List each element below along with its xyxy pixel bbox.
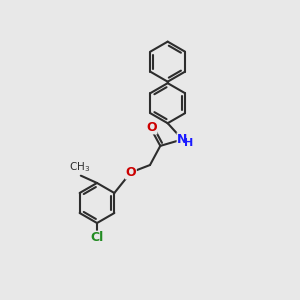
Text: O: O: [125, 166, 136, 179]
Text: N: N: [177, 133, 188, 146]
Text: CH$_3$: CH$_3$: [69, 160, 90, 174]
Text: Cl: Cl: [90, 231, 104, 244]
Text: O: O: [146, 121, 157, 134]
Text: H: H: [184, 138, 194, 148]
